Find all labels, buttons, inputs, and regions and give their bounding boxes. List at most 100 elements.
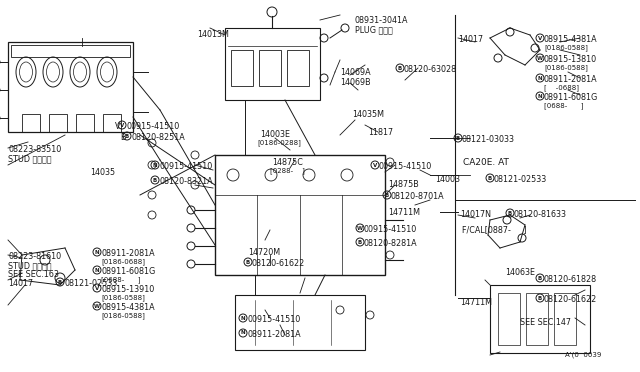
Text: 08120-8281A: 08120-8281A <box>364 239 418 248</box>
Bar <box>259 50 281 86</box>
Bar <box>49 114 67 132</box>
Text: [0288-    ]: [0288- ] <box>270 167 305 174</box>
Text: 08911-6081G: 08911-6081G <box>101 267 156 276</box>
Text: 14035M: 14035M <box>352 110 384 119</box>
Bar <box>8 42 133 132</box>
Text: [0186-0588]: [0186-0588] <box>544 64 588 71</box>
Text: B: B <box>385 192 389 198</box>
Text: 08223-83510: 08223-83510 <box>8 145 61 154</box>
Bar <box>231 50 253 86</box>
Text: B: B <box>125 134 129 138</box>
Text: 08223-81610: 08223-81610 <box>8 252 61 261</box>
Text: 08121-02533: 08121-02533 <box>64 279 117 288</box>
Bar <box>490 285 590 353</box>
Text: 08915-13910: 08915-13910 <box>101 285 154 294</box>
Text: N: N <box>95 267 99 273</box>
Text: 08911-6081G: 08911-6081G <box>544 93 598 102</box>
Text: F/CAL[0887-     ]: F/CAL[0887- ] <box>462 225 527 234</box>
Text: [0186-0688]: [0186-0688] <box>101 258 145 265</box>
Text: [0186-0588]: [0186-0588] <box>101 294 145 301</box>
Text: 14711M: 14711M <box>460 298 492 307</box>
Text: B: B <box>538 295 542 301</box>
Text: B: B <box>246 260 250 264</box>
Text: V: V <box>373 163 377 167</box>
Text: 14035: 14035 <box>90 168 115 177</box>
Text: 14063E: 14063E <box>505 268 535 277</box>
Text: V: V <box>115 122 120 131</box>
Text: W: W <box>537 55 543 61</box>
Text: 08915-4381A: 08915-4381A <box>544 35 598 44</box>
Text: 14003: 14003 <box>435 175 460 184</box>
Text: B: B <box>153 177 157 183</box>
Text: 08120-8701A: 08120-8701A <box>391 192 445 201</box>
Text: [0186-0288]: [0186-0288] <box>257 139 301 146</box>
Text: 08121-02533: 08121-02533 <box>494 175 547 184</box>
Text: N: N <box>538 93 542 99</box>
Text: 08121-03033: 08121-03033 <box>462 135 515 144</box>
Bar <box>287 50 309 86</box>
Text: 14013M: 14013M <box>197 30 229 39</box>
Text: V: V <box>95 285 99 291</box>
Text: 08120-61828: 08120-61828 <box>544 275 597 284</box>
Text: SEE SEC.147: SEE SEC.147 <box>520 318 571 327</box>
Text: 08120-61622: 08120-61622 <box>544 295 597 304</box>
Bar <box>554 293 576 345</box>
Text: W: W <box>94 304 100 308</box>
Text: V: V <box>538 35 542 41</box>
Text: 14069A: 14069A <box>340 68 371 77</box>
Text: 00915-41510: 00915-41510 <box>364 225 417 234</box>
Text: [0688-      ]: [0688- ] <box>101 276 141 283</box>
Text: [0688-      ]: [0688- ] <box>544 102 584 109</box>
Text: CA20E. AT: CA20E. AT <box>463 158 509 167</box>
Text: 14003E: 14003E <box>260 130 290 139</box>
Text: 08120-63028: 08120-63028 <box>404 65 457 74</box>
Bar <box>22 114 40 132</box>
Text: 11817: 11817 <box>368 128 393 137</box>
Text: [0186-0588]: [0186-0588] <box>544 44 588 51</box>
Text: 08911-2081A: 08911-2081A <box>101 249 155 258</box>
Text: 00915-41510: 00915-41510 <box>126 122 179 131</box>
Text: N: N <box>241 315 245 321</box>
Text: 14720M: 14720M <box>248 248 280 257</box>
Text: 08120-8321A: 08120-8321A <box>159 177 212 186</box>
Text: 08911-2081A: 08911-2081A <box>247 330 301 339</box>
Text: 14017N: 14017N <box>460 210 491 219</box>
Text: STUD スタッド: STUD スタッド <box>8 261 51 270</box>
Text: 08915-13810: 08915-13810 <box>544 55 597 64</box>
Text: B: B <box>120 133 125 142</box>
Text: 14069B: 14069B <box>340 78 371 87</box>
Text: W: W <box>357 225 363 231</box>
Text: 08120-81633: 08120-81633 <box>514 210 567 219</box>
Bar <box>235 295 365 350</box>
Text: B: B <box>398 65 402 71</box>
Text: 08915-4381A: 08915-4381A <box>101 303 155 312</box>
Text: 14875C: 14875C <box>272 158 303 167</box>
Text: 00915-41510: 00915-41510 <box>159 162 212 171</box>
Bar <box>76 114 94 132</box>
Bar <box>498 293 520 345</box>
Text: 08120-61622: 08120-61622 <box>252 259 305 268</box>
Bar <box>11 45 130 57</box>
Text: B: B <box>508 211 512 215</box>
Text: N: N <box>241 330 245 336</box>
Bar <box>215 155 385 275</box>
Text: 14875B: 14875B <box>388 180 419 189</box>
Text: N: N <box>95 250 99 254</box>
Text: [0186-0588]: [0186-0588] <box>101 312 145 319</box>
Text: 08120-8251A: 08120-8251A <box>131 133 185 142</box>
Bar <box>225 28 320 100</box>
Text: B: B <box>358 240 362 244</box>
Text: A'(0  0039: A'(0 0039 <box>565 352 602 359</box>
Text: SEE SEC.163: SEE SEC.163 <box>8 270 59 279</box>
Text: 00915-41510: 00915-41510 <box>379 162 432 171</box>
Text: 14017: 14017 <box>8 279 33 288</box>
Text: V: V <box>120 122 124 128</box>
Text: 14711M: 14711M <box>388 208 420 217</box>
Text: 08911-2081A: 08911-2081A <box>544 75 598 84</box>
Bar <box>103 114 121 132</box>
Text: [    -0688]: [ -0688] <box>544 84 579 91</box>
Text: N: N <box>538 76 542 80</box>
Bar <box>526 293 548 345</box>
Text: 08931-3041A: 08931-3041A <box>355 16 408 25</box>
Text: 14017: 14017 <box>458 35 483 44</box>
